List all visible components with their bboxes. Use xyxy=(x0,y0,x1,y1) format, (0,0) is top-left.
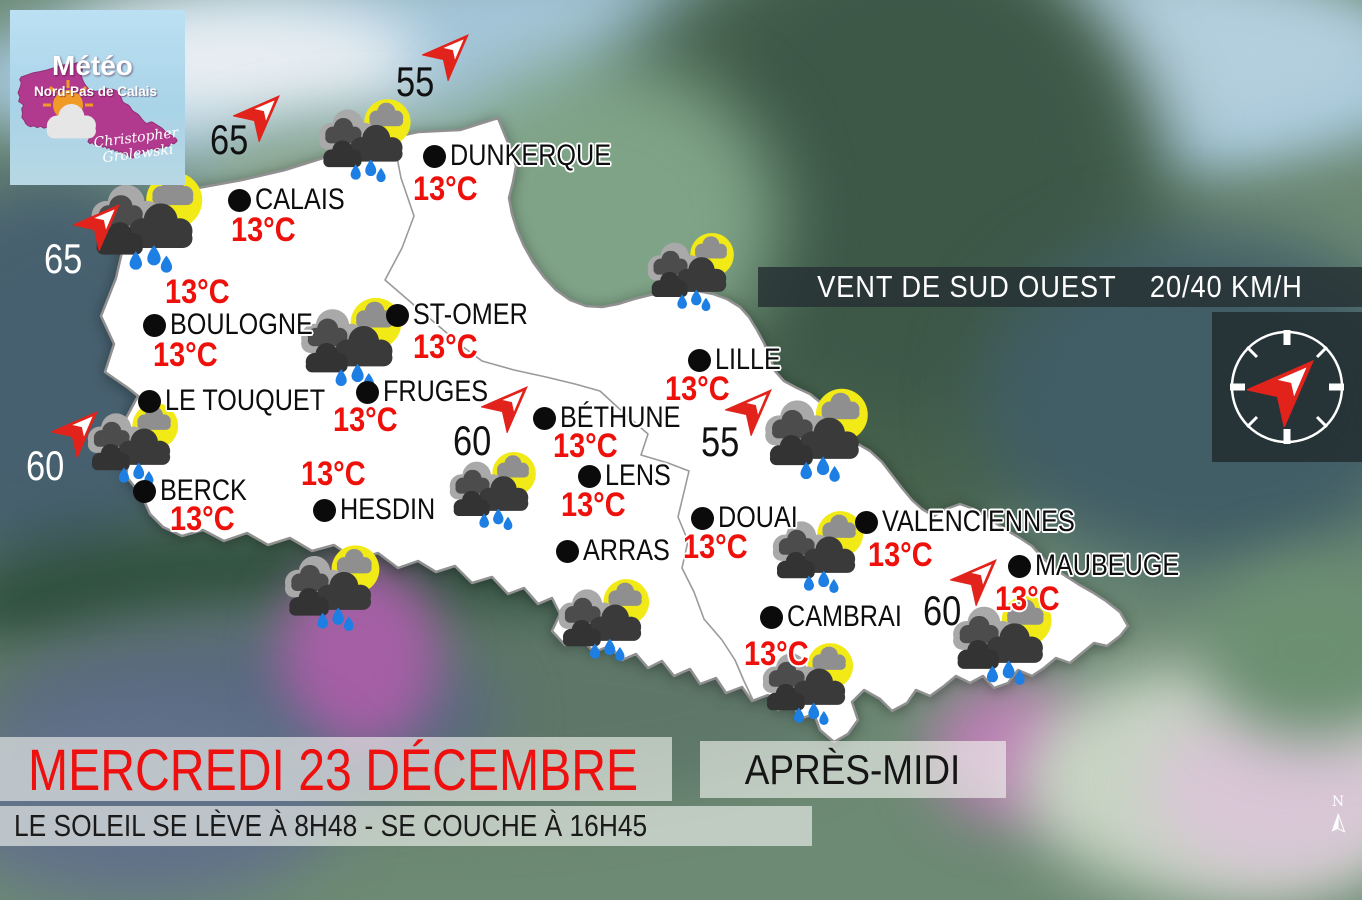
city-label: CALAIS xyxy=(255,183,345,216)
city-dot xyxy=(313,498,336,522)
wind-direction-text: VENT DE SUD OUEST xyxy=(817,269,1117,304)
temperature-label: 13°C xyxy=(995,580,1060,618)
city-marker-douai: DOUAI xyxy=(691,501,813,535)
city-label: CAMBRAI xyxy=(787,600,902,633)
city-label: LILLE xyxy=(715,343,781,376)
temperature-label: 13°C xyxy=(301,455,366,493)
city-dot xyxy=(423,144,446,168)
city-marker-boulogne: BOULOGNE xyxy=(143,308,340,342)
city-label: HESDIN xyxy=(340,493,436,526)
city-label: DOUAI xyxy=(718,501,798,534)
city-dot xyxy=(578,464,601,488)
logo-subtitle: Nord-Pas de Calais xyxy=(34,84,158,99)
city-label: BOULOGNE xyxy=(170,308,313,341)
city-label: ARRAS xyxy=(583,534,670,567)
city-label: FRUGES xyxy=(383,375,489,408)
city-marker-valenciennes: VALENCIENNES xyxy=(855,505,1112,539)
city-dot xyxy=(533,406,556,430)
date-banner: MERCREDI 23 DÉCEMBRE xyxy=(0,735,672,803)
city-marker-le-touquet: LE TOUQUET xyxy=(138,384,356,418)
city-dot xyxy=(855,510,878,534)
city-marker-berck: BERCK xyxy=(133,474,263,508)
city-marker-cambrai: CAMBRAI xyxy=(760,600,924,634)
city-marker-b-thune: BÉTHUNE xyxy=(533,401,703,435)
temperature-label: 13°C xyxy=(868,536,933,574)
wind-speed-label: 55 xyxy=(396,58,435,105)
temperature-label: 13°C xyxy=(744,635,809,673)
temperature-label: 13°C xyxy=(561,486,626,524)
city-label: ST-OMER xyxy=(413,298,528,331)
wind-speed-label: 65 xyxy=(44,235,83,282)
north-label: N xyxy=(1331,794,1345,810)
city-label: LE TOUQUET xyxy=(165,384,326,417)
city-label: MAUBEUGE xyxy=(1035,549,1180,582)
wind-speed-label: 60 xyxy=(26,442,65,489)
city-dot xyxy=(386,303,409,327)
temperature-label: 13°C xyxy=(665,370,730,408)
city-dot xyxy=(133,479,156,503)
compass xyxy=(1212,312,1362,462)
city-dot xyxy=(691,506,714,530)
temperature-label: 13°C xyxy=(683,528,748,566)
city-marker-dunkerque: DUNKERQUE xyxy=(423,139,642,173)
logo-title: Météo xyxy=(52,50,133,81)
city-dot xyxy=(356,380,379,404)
wind-speed-label: 65 xyxy=(210,116,249,163)
wind-banner: VENT DE SUD OUEST 20/40 KM/H xyxy=(758,267,1362,307)
temperature-label: 13°C xyxy=(553,427,618,465)
city-dot xyxy=(556,539,579,563)
temperature-label: 13°C xyxy=(333,401,398,439)
city-marker-calais: CALAIS xyxy=(228,183,362,217)
city-label: DUNKERQUE xyxy=(450,139,612,172)
city-dot xyxy=(138,389,161,413)
date-text: MERCREDI 23 DÉCEMBRE xyxy=(28,735,639,803)
region-map xyxy=(99,116,1130,744)
map-label-layer: DUNKERQUE 13°C CALAIS 13°C BOULOGNE 13°C ST-OM… xyxy=(26,0,1207,673)
city-label: BÉTHUNE xyxy=(560,401,681,434)
city-dot xyxy=(688,348,711,372)
city-marker-lens: LENS xyxy=(578,459,683,493)
department-boundary xyxy=(384,141,754,701)
city-marker-hesdin: HESDIN xyxy=(313,493,453,527)
city-marker-fruges: FRUGES xyxy=(356,375,508,409)
wind-speed-label: 60 xyxy=(453,417,492,464)
city-dot xyxy=(228,188,251,212)
city-dot xyxy=(760,605,783,629)
station-logo: Météo Nord-Pas de Calais Christopher Gro… xyxy=(10,10,185,185)
wind-speed-label: 55 xyxy=(701,418,740,465)
temperature-label: 13°C xyxy=(231,211,296,249)
temperature-label: 13°C xyxy=(413,328,478,366)
temperature-label: 13°C xyxy=(165,273,230,311)
city-label: LENS xyxy=(605,459,671,492)
sunrise-sunset-text: LE SOLEIL SE LÈVE À 8H48 - SE COUCHE À 1… xyxy=(14,808,648,843)
city-marker-maubeuge: MAUBEUGE xyxy=(1008,549,1207,583)
north-indicator: N xyxy=(1320,794,1356,843)
wind-speed-label: 60 xyxy=(923,587,962,634)
sunrise-sunset-banner: LE SOLEIL SE LÈVE À 8H48 - SE COUCHE À 1… xyxy=(0,806,812,846)
city-dot xyxy=(1008,554,1031,578)
north-arrow-icon xyxy=(1331,813,1346,833)
temperature-label: 13°C xyxy=(170,500,235,538)
period-text: APRÈS-MIDI xyxy=(745,745,961,793)
city-marker-st-omer: ST-OMER xyxy=(386,298,550,332)
wind-speed-text: 20/40 KM/H xyxy=(1149,269,1303,304)
city-label: VALENCIENNES xyxy=(882,505,1075,538)
period-banner: APRÈS-MIDI xyxy=(700,741,1006,798)
logo-region-shape xyxy=(17,61,178,160)
city-dot xyxy=(143,313,166,337)
temperature-label: 13°C xyxy=(153,336,218,374)
city-label: BERCK xyxy=(160,474,247,507)
temperature-label: 13°C xyxy=(413,170,478,208)
city-marker-arras: ARRAS xyxy=(556,534,686,568)
city-marker-lille: LILLE xyxy=(688,343,793,377)
